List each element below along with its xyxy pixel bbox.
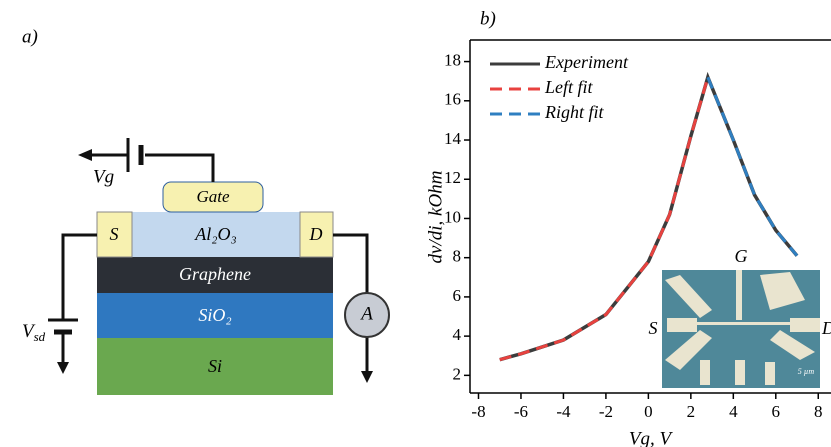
source-label: S [110, 224, 119, 244]
legend-label: Experiment [544, 52, 629, 72]
series-line [708, 77, 797, 255]
inset-scale: 5 µm [798, 367, 815, 376]
arrow [78, 149, 92, 161]
legend-label: Left fit [544, 77, 594, 97]
x-axis-label: Vg, V [629, 428, 674, 447]
arrow [57, 362, 69, 374]
legend-label: Right fit [544, 102, 604, 122]
y-tick-label: 14 [444, 129, 462, 148]
y-tick-label: 12 [444, 168, 461, 187]
gate-label: Gate [196, 187, 230, 206]
y-tick-label: 4 [453, 325, 462, 344]
ammeter-label: A [359, 303, 373, 324]
drain-label: D [309, 224, 323, 244]
panel-label: a) [22, 26, 38, 47]
figure: a) A Vg Gate S Al₂O₃ D Graphene SiO₂ Si … [0, 0, 831, 447]
inset-label: S [649, 318, 658, 338]
y-tick-label: 10 [444, 207, 461, 226]
y-tick-label: 8 [453, 247, 462, 266]
device-diagram: a) A Vg Gate S Al₂O₃ D Graphene SiO₂ Si … [22, 26, 389, 395]
inset-micrograph [662, 270, 820, 388]
x-tick-label: 8 [814, 402, 823, 421]
x-tick-label: -8 [471, 402, 485, 421]
y-tick-label: 2 [453, 364, 462, 383]
y-axis-label: dv/di, kOhm [425, 171, 446, 264]
vg-label: Vg [93, 166, 114, 187]
x-tick-label: -6 [514, 402, 528, 421]
inset-label: D [821, 318, 831, 338]
arrow [361, 371, 373, 383]
inset-label: G [735, 246, 748, 266]
x-tick-label: -2 [599, 402, 613, 421]
x-tick-label: 4 [729, 402, 738, 421]
si-label: Si [208, 356, 222, 376]
y-tick-label: 6 [453, 286, 462, 305]
y-tick-label: 18 [444, 50, 461, 69]
panel-label: b) [480, 8, 496, 29]
x-tick-label: 6 [772, 402, 781, 421]
x-tick-label: 2 [687, 402, 696, 421]
sio2-label: SiO₂ [198, 305, 231, 325]
y-tick-label: 16 [444, 90, 461, 109]
x-tick-label: 0 [644, 402, 653, 421]
x-tick-label: -4 [556, 402, 571, 421]
al2o3-label: Al₂O₃ [194, 224, 237, 244]
vsd-label: Vsd [22, 321, 46, 344]
graphene-label: Graphene [179, 264, 251, 284]
